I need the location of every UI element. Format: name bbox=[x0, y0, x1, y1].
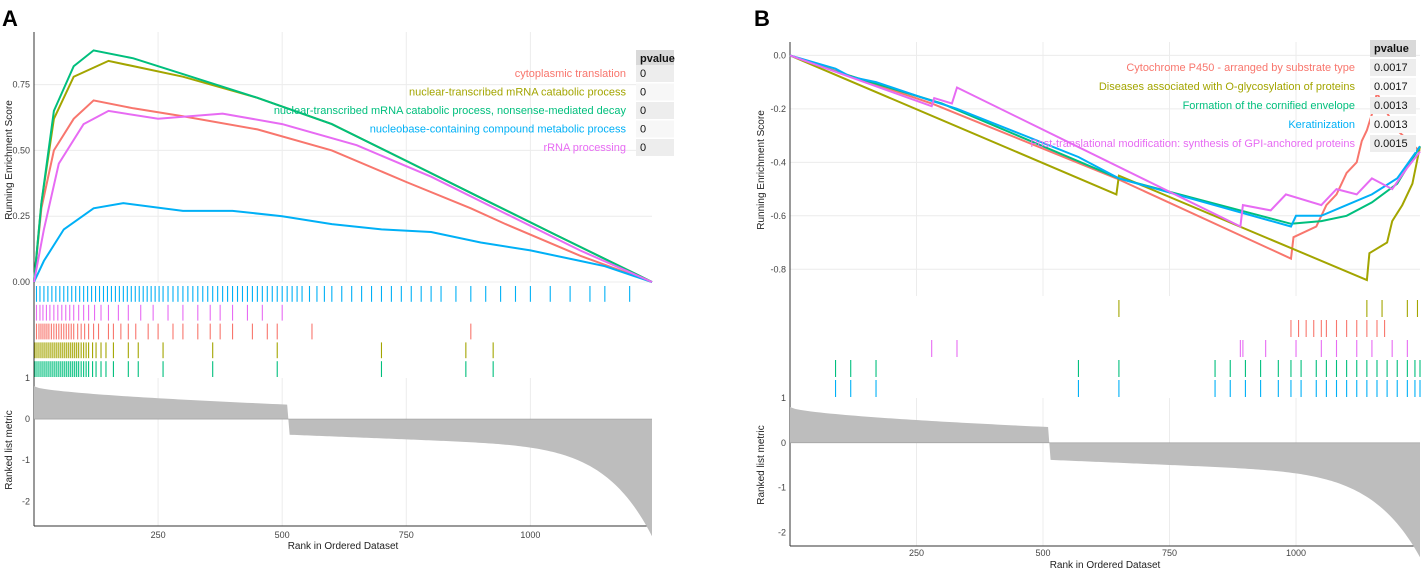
y-tick-label-top: -0.6 bbox=[770, 211, 786, 221]
legend-entry: cytoplasmic translation bbox=[515, 68, 626, 80]
panel-b-ylabel-top: Running Enrichment Score bbox=[756, 110, 767, 230]
y-tick-label-bottom: 1 bbox=[781, 393, 786, 403]
pvalue-cell-bg bbox=[1370, 97, 1416, 114]
x-tick-label: 1000 bbox=[1286, 548, 1306, 558]
es-line-2 bbox=[789, 54, 1421, 282]
legend-entry: Cytochrome P450 - arranged by substrate … bbox=[1126, 62, 1355, 74]
pvalue-cell-bg bbox=[1370, 78, 1416, 95]
panel-b-xlabel: Rank in Ordered Dataset bbox=[1050, 560, 1161, 570]
es-line-4 bbox=[33, 202, 653, 283]
pvalue-cell-bg bbox=[1370, 116, 1416, 133]
ranked-metric-area bbox=[34, 386, 652, 537]
pvalue-cell-bg bbox=[1370, 135, 1416, 152]
pvalue-cell-bg bbox=[636, 83, 674, 101]
pvalue-cell: 0 bbox=[640, 87, 646, 99]
y-tick-label-bottom: 1 bbox=[25, 373, 30, 383]
x-tick-label: 250 bbox=[909, 548, 924, 558]
pvalue-cell-bg bbox=[636, 120, 674, 138]
legend-entry: Diseases associated with O-glycosylation… bbox=[1099, 81, 1356, 93]
es-line-1 bbox=[33, 99, 653, 283]
es-line-3 bbox=[789, 54, 1421, 225]
pvalue-header: pvalue bbox=[640, 53, 675, 65]
panel-a-ylabel-top: Running Enrichment Score bbox=[4, 100, 15, 220]
panel-b-ylabel-bottom: Ranked list metric bbox=[756, 425, 767, 504]
pvalue-header: pvalue bbox=[1374, 43, 1409, 55]
legend-entry: Keratinization bbox=[1288, 119, 1355, 131]
y-tick-label-bottom: -1 bbox=[22, 455, 30, 465]
y-tick-label-top: 0.75 bbox=[12, 80, 30, 90]
panel-a-xlabel: Rank in Ordered Dataset bbox=[288, 541, 399, 552]
panel-a: 0.00 0.25 0.50 0.75 1 0 -1 -2 250 500 750 1000 pvalu… bbox=[12, 32, 675, 540]
y-tick-label-top: 0.00 bbox=[12, 277, 30, 287]
pvalue-cell-bg bbox=[636, 139, 674, 156]
es-line-5 bbox=[33, 109, 653, 283]
legend-entry: Formation of the cornified envelope bbox=[1183, 100, 1355, 112]
pvalue-header-bg bbox=[636, 50, 674, 67]
pvalue-header-bg bbox=[1370, 40, 1416, 57]
ranked-metric-area bbox=[790, 406, 1420, 558]
pvalue-cell-bg bbox=[636, 65, 674, 82]
pvalue-cell-bg bbox=[1370, 59, 1416, 76]
pvalue-cell: 0.0017 bbox=[1374, 81, 1408, 93]
y-tick-label-top: -0.2 bbox=[770, 104, 786, 114]
y-tick-label-top: 0.0 bbox=[773, 50, 786, 60]
panel-a-ylabel-bottom: Ranked list metric bbox=[4, 410, 15, 489]
pvalue-cell: 0.0013 bbox=[1374, 119, 1408, 131]
y-tick-label-top: 0.50 bbox=[12, 145, 30, 155]
x-tick-label: 500 bbox=[1035, 548, 1050, 558]
y-tick-label-bottom: -2 bbox=[22, 496, 30, 506]
y-tick-label-bottom: -1 bbox=[778, 483, 786, 493]
y-tick-label-top: 0.25 bbox=[12, 211, 30, 221]
y-tick-label-top: -0.4 bbox=[770, 157, 786, 167]
es-line-3 bbox=[33, 49, 653, 283]
es-line-5 bbox=[789, 54, 1421, 229]
y-tick-label-bottom: 0 bbox=[781, 438, 786, 448]
x-tick-label: 1000 bbox=[520, 530, 540, 540]
x-tick-label: 500 bbox=[275, 530, 290, 540]
panel-b: 0.0 -0.2 -0.4 -0.6 -0.8 1 0 -1 -2 250 500 750 1000 pv… bbox=[770, 40, 1421, 558]
legend-entry: Post-translational modification: synthes… bbox=[1030, 138, 1355, 150]
legend-entry: nuclear-transcribed mRNA catabolic proce… bbox=[409, 87, 627, 99]
pvalue-cell: 0.0015 bbox=[1374, 138, 1408, 150]
pvalue-cell: 0.0013 bbox=[1374, 100, 1408, 112]
y-tick-label-bottom: -2 bbox=[778, 528, 786, 538]
pvalue-cell-bg bbox=[636, 102, 674, 119]
legend-entry: nuclear-transcribed mRNA catabolic proce… bbox=[274, 105, 627, 117]
x-tick-label: 250 bbox=[151, 530, 166, 540]
pvalue-cell: 0.0017 bbox=[1374, 62, 1408, 74]
x-tick-label: 750 bbox=[399, 530, 414, 540]
y-tick-label-bottom: 0 bbox=[25, 414, 30, 424]
panel-label-a: A bbox=[2, 6, 18, 31]
legend-entry: rRNA processing bbox=[543, 142, 626, 154]
pvalue-cell: 0 bbox=[640, 105, 646, 117]
y-tick-label-top: -0.8 bbox=[770, 264, 786, 274]
legend-entry: nucleobase-containing compound metabolic… bbox=[370, 124, 627, 136]
pvalue-cell: 0 bbox=[640, 142, 646, 154]
pvalue-cell: 0 bbox=[640, 124, 646, 136]
panel-label-b: B bbox=[754, 6, 770, 31]
es-line-4 bbox=[789, 54, 1421, 228]
pvalue-cell: 0 bbox=[640, 68, 646, 80]
x-tick-label: 750 bbox=[1162, 548, 1177, 558]
